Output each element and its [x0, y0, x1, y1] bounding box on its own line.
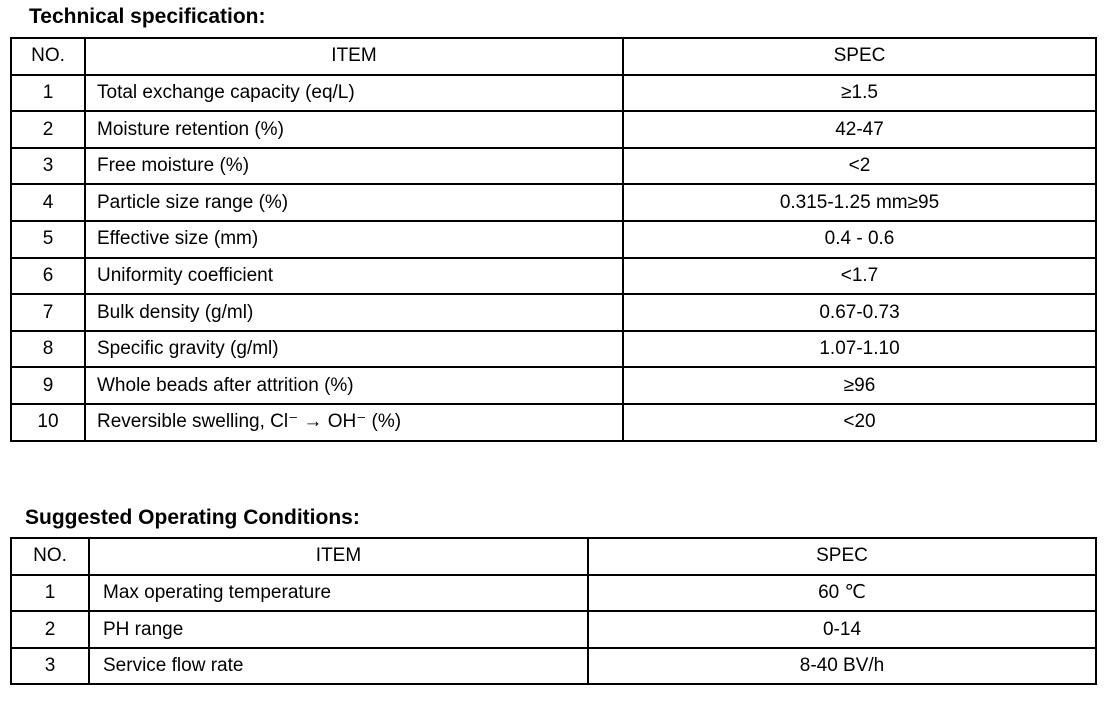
column-header-no: NO.: [10, 37, 86, 76]
spec-cell: 0.4 - 0.6: [622, 219, 1097, 259]
table-row: 10 Reversible swelling, Cl⁻ → OH⁻ (%) <2…: [10, 402, 1097, 442]
spec-cell: <20: [622, 402, 1097, 442]
spec-cell: ≥96: [622, 366, 1097, 405]
column-header-item: ITEM: [84, 37, 624, 76]
row-number: 8: [10, 329, 86, 369]
spec-cell: 42-47: [622, 110, 1097, 149]
item-cell: Total exchange capacity (eq/L): [84, 73, 624, 113]
row-number: 9: [10, 366, 86, 405]
spec-cell: 0.67-0.73: [622, 293, 1097, 332]
spec-cell: <2: [622, 146, 1097, 186]
spec-cell: 0-14: [587, 610, 1097, 649]
item-cell: Reversible swelling, Cl⁻ → OH⁻ (%): [84, 402, 624, 442]
technical-specification-table: NO. ITEM SPEC 1 Total exchange capacity …: [10, 37, 1097, 442]
section-title-suggested-operating-conditions: Suggested Operating Conditions:: [25, 506, 360, 529]
spec-cell: 1.07-1.10: [622, 329, 1097, 369]
table-row: 2 Moisture retention (%) 42-47: [10, 110, 1097, 149]
section-title-technical-specification: Technical specification:: [29, 5, 266, 28]
spec-cell: <1.7: [622, 256, 1097, 296]
row-number: 5: [10, 219, 86, 259]
item-cell: Moisture retention (%): [84, 110, 624, 149]
row-number: 1: [10, 573, 90, 613]
row-number: 7: [10, 293, 86, 332]
table-row: 2 PH range 0-14: [10, 610, 1097, 649]
table-row: 8 Specific gravity (g/ml) 1.07-1.10: [10, 329, 1097, 369]
row-number: 2: [10, 610, 90, 649]
row-number: 2: [10, 110, 86, 149]
item-cell: Specific gravity (g/ml): [84, 329, 624, 369]
row-number: 4: [10, 183, 86, 222]
table-row: 1 Total exchange capacity (eq/L) ≥1.5: [10, 73, 1097, 113]
column-header-spec: SPEC: [622, 37, 1097, 76]
table-row: 1 Max operating temperature 60 ℃: [10, 573, 1097, 613]
table-header-row: NO. ITEM SPEC: [10, 37, 1097, 76]
suggested-operating-conditions-table: NO. ITEM SPEC 1 Max operating temperatur…: [10, 537, 1097, 686]
table-header-row: NO. ITEM SPEC: [10, 537, 1097, 576]
item-cell: Particle size range (%): [84, 183, 624, 222]
item-cell: Bulk density (g/ml): [84, 293, 624, 332]
table-row: 7 Bulk density (g/ml) 0.67-0.73: [10, 293, 1097, 332]
table-row: 5 Effective size (mm) 0.4 - 0.6: [10, 219, 1097, 259]
table-row: 6 Uniformity coefficient <1.7: [10, 256, 1097, 296]
table-row: 9 Whole beads after attrition (%) ≥96: [10, 366, 1097, 405]
item-cell: Service flow rate: [88, 646, 589, 686]
row-number: 6: [10, 256, 86, 296]
spec-cell: 0.315-1.25 mm≥95: [622, 183, 1097, 222]
row-number: 10: [10, 402, 86, 442]
column-header-no: NO.: [10, 537, 90, 576]
item-cell: PH range: [88, 610, 589, 649]
table-row: 3 Service flow rate 8-40 BV/h: [10, 646, 1097, 686]
row-number: 1: [10, 73, 86, 113]
table-row: 4 Particle size range (%) 0.315-1.25 mm≥…: [10, 183, 1097, 222]
item-cell: Uniformity coefficient: [84, 256, 624, 296]
column-header-spec: SPEC: [587, 537, 1097, 576]
row-number: 3: [10, 146, 86, 186]
table-row: 3 Free moisture (%) <2: [10, 146, 1097, 186]
row-number: 3: [10, 646, 90, 686]
spec-cell: 60 ℃: [587, 573, 1097, 613]
column-header-item: ITEM: [88, 537, 589, 576]
spec-cell: 8-40 BV/h: [587, 646, 1097, 686]
item-cell: Whole beads after attrition (%): [84, 366, 624, 405]
item-cell: Effective size (mm): [84, 219, 624, 259]
spec-cell: ≥1.5: [622, 73, 1097, 113]
item-cell: Max operating temperature: [88, 573, 589, 613]
item-cell: Free moisture (%): [84, 146, 624, 186]
